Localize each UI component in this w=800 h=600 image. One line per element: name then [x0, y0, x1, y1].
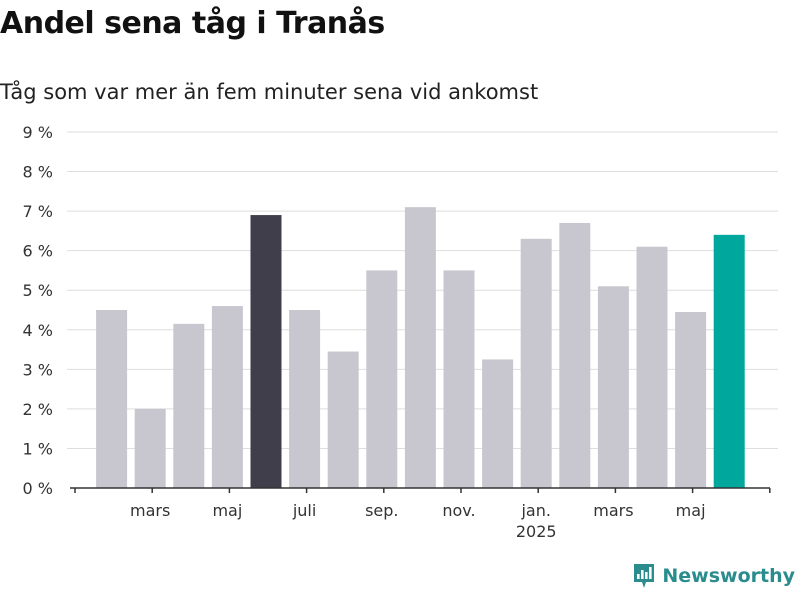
y-tick-label: 1 %	[23, 439, 53, 458]
bar	[173, 323, 205, 488]
y-tick-label: 8 %	[23, 163, 53, 182]
y-tick-label: 6 %	[23, 242, 53, 261]
y-tick-label: 0 %	[23, 479, 53, 498]
y-tick-label: 5 %	[23, 281, 53, 300]
x-tick-year-label: 2025	[516, 522, 557, 541]
y-tick-label: 9 %	[23, 123, 53, 142]
bar	[520, 238, 552, 488]
bar	[597, 286, 629, 488]
y-tick-label: 7 %	[23, 202, 53, 221]
y-tick-label: 2 %	[23, 400, 53, 419]
bar	[289, 310, 321, 488]
x-tick-label: mars	[593, 501, 633, 520]
y-tick-label: 4 %	[23, 321, 53, 340]
brand-name: Newsworthy	[662, 565, 795, 587]
bar	[327, 351, 359, 488]
bar	[250, 215, 282, 489]
x-tick-label: maj	[212, 501, 242, 520]
bar	[713, 234, 745, 488]
x-tick-label: sep.	[365, 501, 398, 520]
chart-subtitle: Tåg som var mer än fem minuter sena vid …	[0, 80, 539, 104]
bar	[211, 306, 243, 488]
bar	[134, 408, 166, 488]
bar	[482, 359, 514, 488]
x-tick-label: mars	[130, 501, 170, 520]
newsworthy-logo-icon	[634, 564, 655, 588]
bar	[366, 270, 398, 488]
bar	[404, 207, 436, 488]
x-tick-label: juli	[292, 501, 316, 520]
bar	[636, 246, 668, 488]
bar	[559, 222, 591, 488]
x-tick-label: jan.	[520, 501, 550, 520]
bar	[443, 270, 475, 488]
bar	[675, 311, 707, 488]
brand-logo: Newsworthy	[632, 562, 795, 590]
chart-title: Andel sena tåg i Tranås	[0, 6, 385, 41]
x-tick-label: nov.	[442, 501, 475, 520]
bar	[96, 310, 128, 488]
y-tick-label: 3 %	[23, 360, 53, 379]
x-tick-label: maj	[676, 501, 706, 520]
